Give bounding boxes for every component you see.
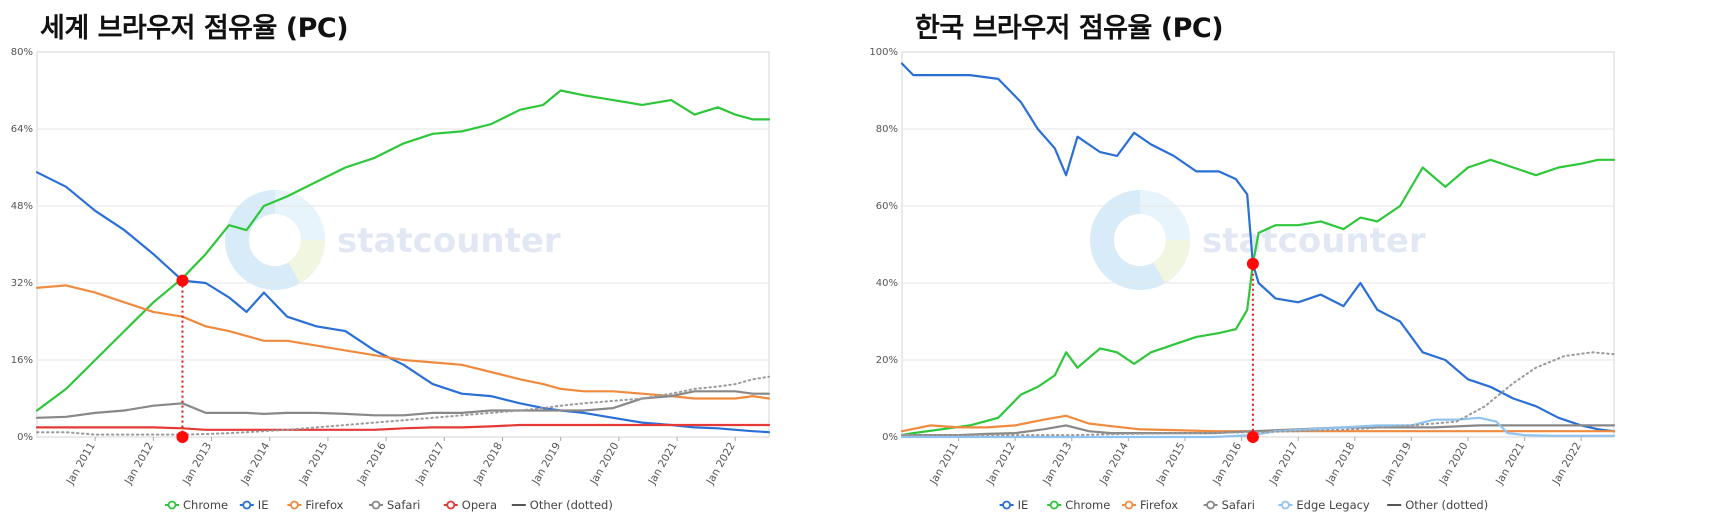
x-tick-label: Jan 2016 <box>1210 440 1244 487</box>
crossover-axis-point <box>176 431 188 443</box>
x-tick-label: Jan 2015 <box>297 441 331 488</box>
y-tick-label: 64% <box>11 124 33 135</box>
x-tick-label: Jan 2019 <box>529 441 563 488</box>
legend-marker <box>1207 502 1214 509</box>
watermark-text: statcounter <box>1202 221 1426 261</box>
korea-browser-share-chart: statcounter 0% 20% 40% 60% 80% 100% Jan 2011 Jan… <box>865 0 1730 527</box>
legend-label: Other (dotted) <box>1405 498 1488 512</box>
legend-item: Opera <box>444 498 497 512</box>
x-tick-label: Jan 2017 <box>413 441 447 488</box>
legend-marker <box>373 502 380 509</box>
x-tick-label: Jan 2020 <box>1437 441 1471 488</box>
x-tick-label: Jan 2022 <box>1550 441 1584 488</box>
legend-label: IE <box>258 498 269 512</box>
legend-item: Firefox <box>1122 498 1178 512</box>
crossover-point <box>176 275 188 287</box>
x-tick-label: Jan 2020 <box>587 441 621 488</box>
legend-label: Firefox <box>1140 498 1178 512</box>
legend-label: Edge Legacy <box>1296 498 1370 512</box>
x-tick-label: Jan 2021 <box>646 441 680 488</box>
x-tick-label: Jan 2014 <box>238 440 272 487</box>
legend-marker <box>291 502 298 509</box>
y-tick-label: 40% <box>876 278 898 289</box>
x-tick-label: Jan 2012 <box>122 441 156 488</box>
legend-item: Chrome <box>1047 498 1110 512</box>
legend-item: Other (dotted) <box>1387 498 1488 512</box>
legend-marker <box>1003 502 1010 509</box>
legend-label: IE <box>1018 498 1029 512</box>
x-tick-label: Jan 2018 <box>471 441 505 488</box>
x-tick-label: Jan 2019 <box>1380 441 1414 488</box>
x-tick-label: Jan 2012 <box>984 441 1018 488</box>
legend-label: Chrome <box>1065 498 1110 512</box>
x-tick-label: Jan 2014 <box>1097 440 1131 487</box>
legend-item: IE <box>1000 498 1029 512</box>
y-tick-label: 0% <box>882 432 898 443</box>
y-tick-label: 0% <box>17 432 33 443</box>
x-tick-label: Jan 2022 <box>704 441 738 488</box>
x-tick-label: Jan 2013 <box>180 441 214 488</box>
x-tick-label: Jan 2016 <box>355 440 389 487</box>
legend-item: Safari <box>1204 498 1255 512</box>
y-tick-label: 80% <box>11 47 33 58</box>
world-browser-share-chart: statcounter 0% 16% 32% 48% 64% 80% Jan 2011 Jan … <box>0 0 865 527</box>
legend-label: Safari <box>1222 498 1255 512</box>
legend-marker <box>169 502 176 509</box>
y-tick-label: 100% <box>869 47 898 58</box>
legend-marker <box>1051 502 1058 509</box>
world-chart-panel: 세계 브라우저 점유율 (PC) statcounter 0% 16% 32% 48% 6… <box>0 0 865 527</box>
legend-label: Opera <box>462 498 497 512</box>
watermark-text: statcounter <box>337 221 561 261</box>
legend-item: Edge Legacy <box>1278 498 1370 512</box>
legend-item: Chrome <box>165 498 228 512</box>
crossover-point <box>1247 258 1259 270</box>
legend-item: Other (dotted) <box>512 498 613 512</box>
y-tick-label: 20% <box>876 355 898 366</box>
legend-marker <box>1282 502 1289 509</box>
y-tick-label: 16% <box>11 355 33 366</box>
x-tick-label: Jan 2021 <box>1493 441 1527 488</box>
legend-item: IE <box>240 498 269 512</box>
legend-label: Safari <box>387 498 420 512</box>
x-tick-label: Jan 2017 <box>1267 441 1301 488</box>
legend-label: Firefox <box>305 498 343 512</box>
legend-marker <box>1126 502 1133 509</box>
x-tick-label: Jan 2018 <box>1323 441 1357 488</box>
y-tick-label: 60% <box>876 201 898 212</box>
legend-item: Firefox <box>287 498 343 512</box>
legend-item: Safari <box>369 498 420 512</box>
legend-marker <box>447 502 454 509</box>
x-tick-label: Jan 2011 <box>64 441 98 488</box>
korea-chart-panel: 한국 브라우저 점유율 (PC) statcounter 0% 20% 40% 60% 8… <box>865 0 1730 527</box>
x-tick-label: Jan 2015 <box>1154 441 1188 488</box>
x-tick-label: Jan 2013 <box>1040 441 1074 488</box>
legend-marker <box>243 502 250 509</box>
y-tick-label: 80% <box>876 124 898 135</box>
x-tick-label: Jan 2011 <box>927 441 961 488</box>
y-tick-label: 48% <box>11 201 33 212</box>
legend-label: Chrome <box>183 498 228 512</box>
legend-label: Other (dotted) <box>530 498 613 512</box>
y-tick-label: 32% <box>11 278 33 289</box>
crossover-axis-point <box>1247 431 1259 443</box>
